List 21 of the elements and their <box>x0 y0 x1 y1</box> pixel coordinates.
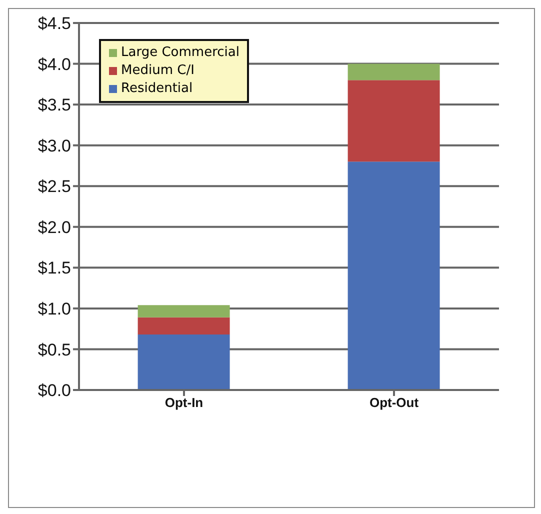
y-tick-label: $1.5 <box>38 258 71 278</box>
y-tick-label: $4.5 <box>38 14 71 34</box>
bar <box>348 162 440 390</box>
y-tick-label: $2.5 <box>38 177 71 196</box>
y-tick-label: $3.0 <box>38 136 71 156</box>
bar <box>138 317 230 335</box>
bar <box>348 80 440 162</box>
y-tick-label: $0.5 <box>38 340 71 360</box>
bar <box>348 64 440 80</box>
legend-label: Residential <box>121 80 193 98</box>
y-tick-label: $0.0 <box>38 381 71 400</box>
y-tick-label: $2.0 <box>38 218 71 237</box>
y-tick-label: $3.5 <box>38 96 71 115</box>
x-tick-label: Opt-In <box>164 395 204 410</box>
y-tick-label: $1.0 <box>38 299 71 318</box>
legend-label: Medium C/I <box>121 62 194 80</box>
bar <box>138 305 230 318</box>
y-tick-label: $4.0 <box>38 54 71 74</box>
bar <box>138 334 230 390</box>
x-tick-label: Opt-Out <box>369 395 420 410</box>
legend-label: Large Commercial <box>121 44 240 62</box>
